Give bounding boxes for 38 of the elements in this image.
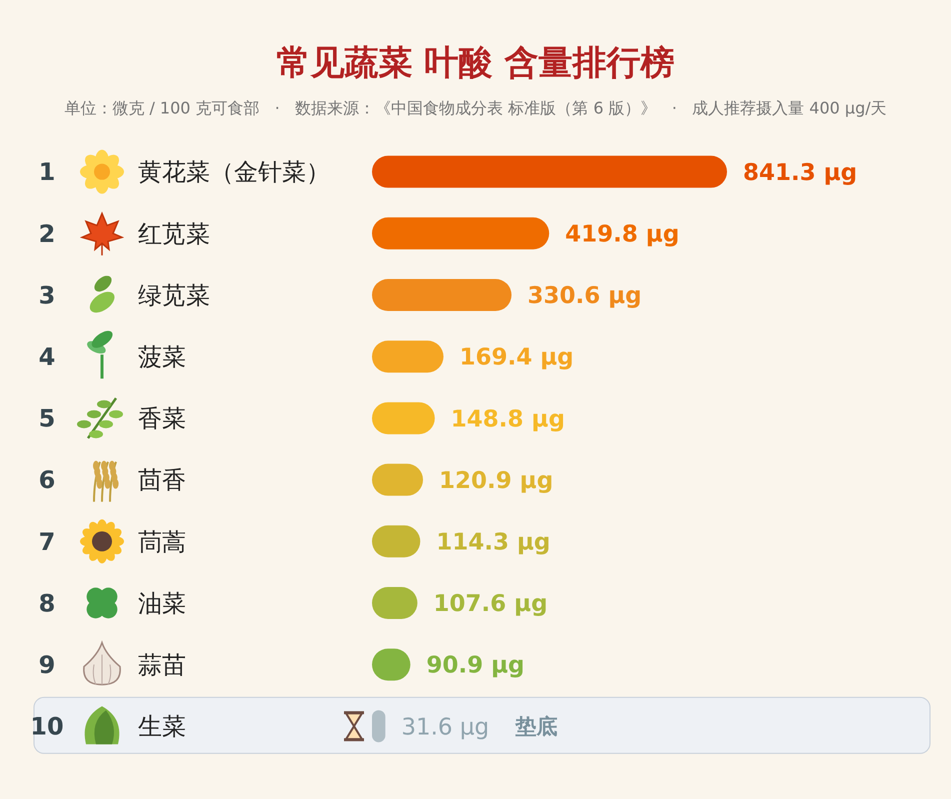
y-tick-label: 红苋菜 — [138, 220, 210, 248]
text: 3 — [38, 281, 56, 310]
text: 2 — [38, 220, 56, 248]
data-label: 31.6 μg — [401, 714, 490, 740]
data-label: 841.3 μg — [743, 160, 858, 186]
y-tick-label: 菠菜 — [138, 343, 186, 371]
y-tick-label: 蒜苗 — [138, 651, 186, 679]
data-label: 330.6 μg — [528, 283, 642, 310]
data-label: 114.3 μg — [436, 529, 550, 556]
text: 8 — [38, 589, 56, 618]
text: 5 — [38, 404, 56, 433]
data-label: 107.6 μg — [433, 591, 548, 618]
text: 1 — [38, 158, 56, 186]
annotation: 垫底 — [514, 714, 558, 739]
data-label: 120.9 μg — [439, 468, 554, 494]
bar — [372, 279, 512, 311]
y-tick-label: 黄花菜（金针菜） — [138, 158, 330, 186]
text: 10 — [30, 712, 64, 741]
text: 6 — [38, 466, 56, 494]
chart-title: 常见蔬菜 叶酸 含量排行榜 — [276, 42, 674, 83]
chart-subtitle: 单位：微克 / 100 克可食部 · 数据来源：《中国食物成分表 标准版（第 6 版）》 · 成人推荐摄入量 400 μg/天 — [64, 98, 887, 118]
bar — [372, 340, 444, 373]
y-tick-label: 油菜 — [138, 589, 186, 618]
text: 4 — [38, 343, 56, 371]
bar — [372, 217, 550, 250]
data-label: 169.4 μg — [459, 344, 574, 371]
bar — [372, 156, 727, 188]
y-tick-label: 茴香 — [138, 466, 186, 494]
data-label: 90.9 μg — [426, 652, 525, 679]
text: 7 — [38, 528, 56, 556]
y-tick-label: 茼蒿 — [138, 528, 186, 556]
data-label: 148.8 μg — [450, 406, 565, 432]
y-tick-label: 香菜 — [138, 404, 186, 433]
bar — [372, 710, 386, 742]
y-tick-label: 生菜 — [138, 712, 186, 741]
y-tick-label: 绿苋菜 — [138, 281, 210, 310]
text: 9 — [38, 651, 56, 679]
data-label: 419.8 μg — [565, 221, 680, 248]
